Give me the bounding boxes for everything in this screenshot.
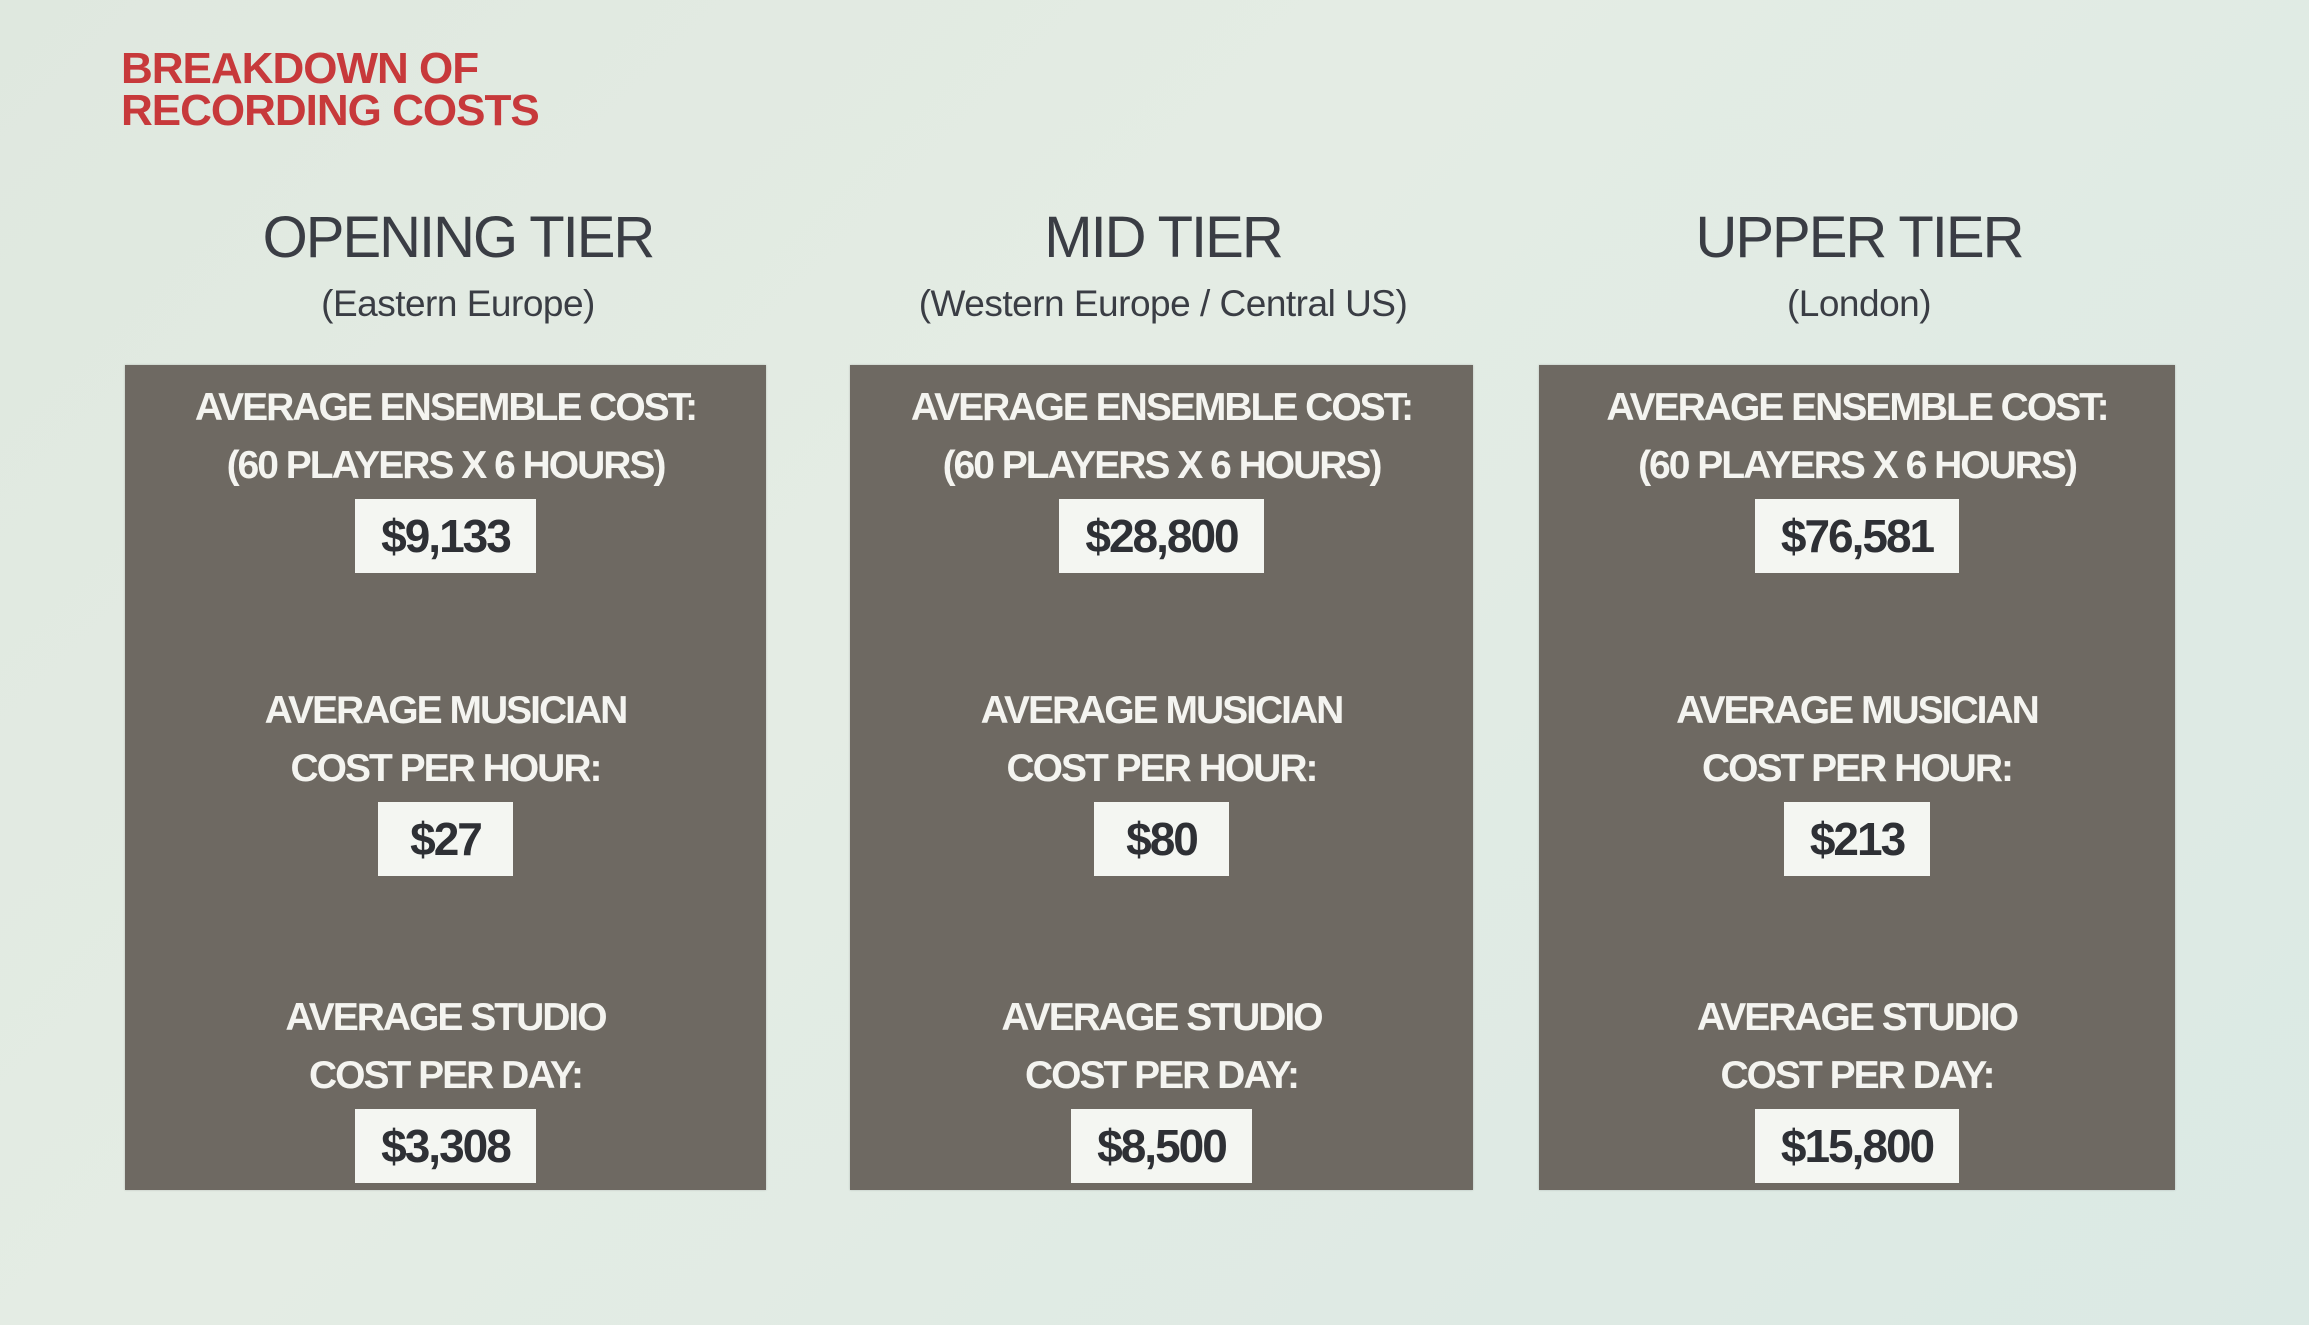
tier-name: MID TIER [1044, 205, 1284, 270]
studio-cost-value: $8,500 [1071, 1109, 1252, 1183]
musician-label-line-2: COST PER HOUR: [1006, 747, 1318, 790]
tier-header: OPENING TIER (Eastern Europe) [78, 208, 838, 325]
musician-cost-value: $80 [1094, 802, 1229, 876]
musician-label-line-2: COST PER HOUR: [290, 747, 602, 790]
musician-label-line-1: AVERAGE MUSICIAN [264, 689, 629, 732]
ensemble-cost-value: $28,800 [1059, 499, 1264, 573]
ensemble-label-line-2: (60 PLAYERS X 6 HOURS) [942, 444, 1383, 487]
studio-cost-value: $15,800 [1754, 1109, 1960, 1183]
musician-cost-value: $27 [378, 802, 513, 876]
studio-cost-section: AVERAGE STUDIO COST PER DAY: $15,800 [1539, 989, 2175, 1183]
tier-header: UPPER TIER (London) [1479, 208, 2239, 325]
studio-label-line-1: AVERAGE STUDIO [285, 996, 607, 1039]
title-line-2: RECORDING COSTS [121, 86, 540, 135]
tier-cost-panel: AVERAGE ENSEMBLE COST: (60 PLAYERS X 6 H… [850, 365, 1473, 1190]
studio-label-line-1: AVERAGE STUDIO [1001, 996, 1323, 1039]
musician-label-line-1: AVERAGE MUSICIAN [1676, 689, 2040, 732]
musician-label-line-1: AVERAGE MUSICIAN [980, 689, 1345, 732]
musician-cost-section: AVERAGE MUSICIAN COST PER HOUR: $27 [125, 682, 766, 876]
ensemble-label-line-2: (60 PLAYERS X 6 HOURS) [1638, 444, 2078, 487]
ensemble-cost-section: AVERAGE ENSEMBLE COST: (60 PLAYERS X 6 H… [125, 379, 766, 573]
studio-cost-section: AVERAGE STUDIO COST PER DAY: $3,308 [125, 989, 766, 1183]
ensemble-cost-value: $9,133 [355, 499, 536, 573]
slide-title: BREAKDOWN OF RECORDING COSTS [121, 44, 540, 135]
tier-region: (Eastern Europe) [321, 283, 595, 324]
ensemble-cost-section: AVERAGE ENSEMBLE COST: (60 PLAYERS X 6 H… [850, 379, 1473, 573]
ensemble-cost-section: AVERAGE ENSEMBLE COST: (60 PLAYERS X 6 H… [1539, 379, 2175, 573]
musician-cost-section: AVERAGE MUSICIAN COST PER HOUR: $213 [1539, 682, 2175, 876]
studio-label-line-2: COST PER DAY: [308, 1054, 584, 1097]
tier-cost-panel: AVERAGE ENSEMBLE COST: (60 PLAYERS X 6 H… [125, 365, 766, 1190]
ensemble-label-line-1: AVERAGE ENSEMBLE COST: [1606, 386, 2109, 429]
tier-name: OPENING TIER [262, 205, 656, 270]
musician-cost-section: AVERAGE MUSICIAN COST PER HOUR: $80 [850, 682, 1473, 876]
studio-cost-section: AVERAGE STUDIO COST PER DAY: $8,500 [850, 989, 1473, 1183]
ensemble-cost-value: $76,581 [1754, 499, 1960, 573]
tier-region: (London) [1786, 283, 1932, 324]
studio-label-line-1: AVERAGE STUDIO [1696, 996, 2019, 1039]
musician-cost-value: $213 [1783, 802, 1931, 876]
tier-cost-panel: AVERAGE ENSEMBLE COST: (60 PLAYERS X 6 H… [1539, 365, 2175, 1190]
studio-label-line-2: COST PER DAY: [1720, 1054, 1995, 1097]
musician-label-line-2: COST PER HOUR: [1701, 747, 2014, 790]
ensemble-label-line-1: AVERAGE ENSEMBLE COST: [910, 386, 1414, 429]
ensemble-label-line-2: (60 PLAYERS X 6 HOURS) [226, 444, 667, 487]
tier-name: UPPER TIER [1695, 205, 2024, 270]
studio-label-line-2: COST PER DAY: [1024, 1054, 1300, 1097]
tier-header: MID TIER (Western Europe / Central US) [783, 208, 1543, 325]
title-line-1: BREAKDOWN OF [121, 44, 479, 93]
studio-cost-value: $3,308 [355, 1109, 536, 1183]
tier-region: (Western Europe / Central US) [918, 283, 1408, 324]
ensemble-label-line-1: AVERAGE ENSEMBLE COST: [194, 386, 698, 429]
